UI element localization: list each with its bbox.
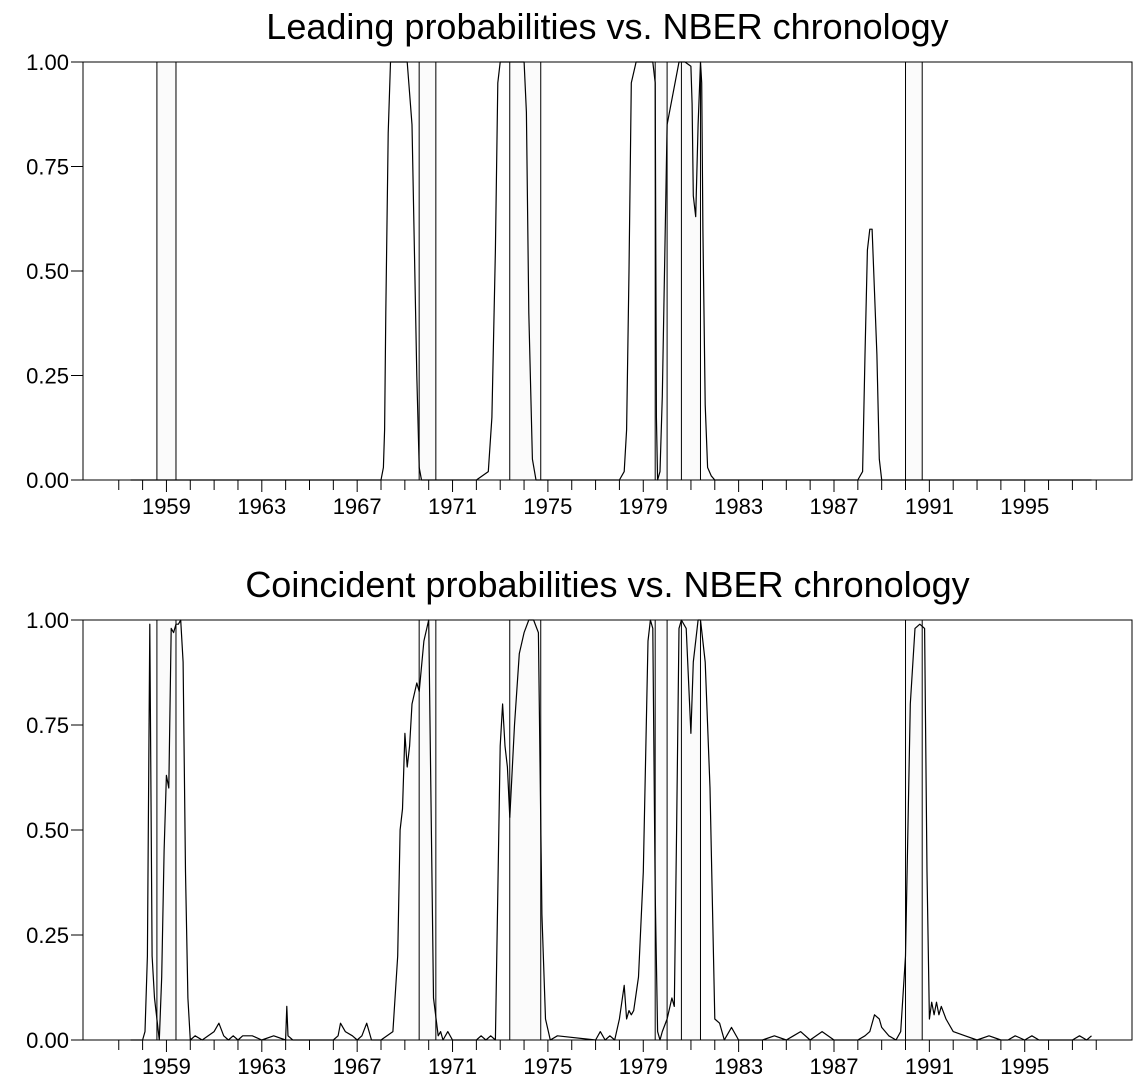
y-tick-label: 0.25 [26, 364, 69, 389]
x-tick-label: 1995 [1000, 494, 1049, 519]
y-tick-label: 1.00 [26, 50, 69, 75]
y-tick-label: 0.00 [26, 468, 69, 493]
x-tick-label: 1991 [905, 1054, 954, 1079]
leading-probabilities-panel: Leading probabilities vs. NBER chronolog… [0, 0, 1142, 520]
recession-band [418, 61, 437, 481]
y-tick-label: 0.50 [26, 818, 69, 843]
x-tick-label: 1963 [237, 1054, 286, 1079]
x-tick-label: 1975 [523, 494, 572, 519]
recession-band [156, 619, 177, 1041]
y-tick-label: 1.00 [26, 608, 69, 633]
chart-title: Leading probabilities vs. NBER chronolog… [266, 6, 949, 47]
y-tick-label: 0.00 [26, 1028, 69, 1053]
x-tick-label: 1959 [142, 494, 191, 519]
x-tick-label: 1979 [619, 1054, 668, 1079]
x-tick-label: 1983 [714, 494, 763, 519]
x-tick-label: 1983 [714, 1054, 763, 1079]
y-tick-label: 0.75 [26, 713, 69, 738]
x-tick-label: 1987 [810, 1054, 859, 1079]
x-tick-label: 1987 [810, 494, 859, 519]
x-tick-label: 1971 [428, 494, 477, 519]
recession-band [509, 619, 542, 1041]
y-tick-label: 0.75 [26, 155, 69, 180]
recession-band [156, 61, 177, 481]
x-tick-label: 1995 [1000, 1054, 1049, 1079]
probability-series-line [130, 61, 1092, 481]
x-tick-label: 1963 [237, 494, 286, 519]
coincident-probabilities-panel: Coincident probabilities vs. NBER chrono… [0, 560, 1142, 1080]
coincident-probabilities-chart: 0.00 0.25 0.50 0.75 1.00 1959 1963 1967 1971 1975… [26, 608, 1133, 1079]
y-tick-label: 0.50 [26, 259, 69, 284]
x-tick-label: 1971 [428, 1054, 477, 1079]
recession-band [509, 61, 542, 481]
chart-title: Coincident probabilities vs. NBER chrono… [245, 564, 970, 605]
x-tick-label: 1959 [142, 1054, 191, 1079]
x-tick-label: 1975 [523, 1054, 572, 1079]
x-tick-label: 1991 [905, 494, 954, 519]
recession-band [905, 61, 923, 481]
recession-band [680, 619, 701, 1041]
x-tick-label: 1967 [333, 494, 382, 519]
y-tick-label: 0.25 [26, 923, 69, 948]
plot-frame [82, 619, 1133, 1041]
plot-frame [82, 61, 1133, 481]
probability-series-line [130, 619, 1092, 1041]
leading-probabilities-chart: 0.00 0.25 0.50 0.75 1.00 1959 1963 1967 1971 1975… [26, 50, 1133, 519]
x-tick-label: 1967 [333, 1054, 382, 1079]
x-tick-label: 1979 [619, 494, 668, 519]
